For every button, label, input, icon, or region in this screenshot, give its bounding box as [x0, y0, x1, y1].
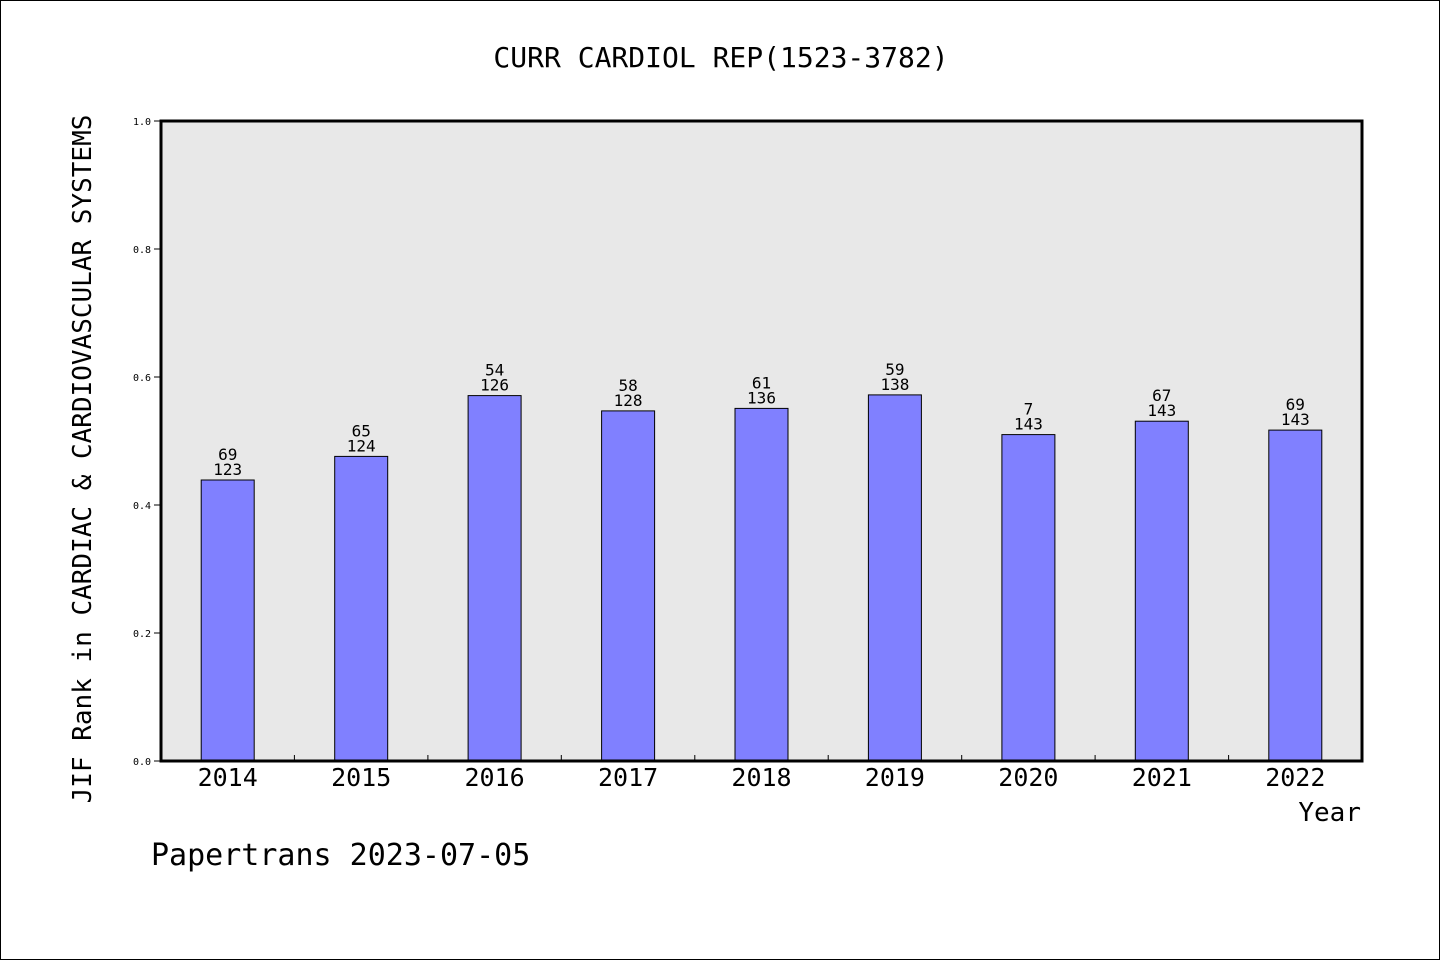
bar-total-label: 136: [747, 388, 776, 407]
y-axis-label: JIF Rank in CARDIAC & CARDIOVASCULAR SYS…: [68, 115, 98, 804]
y-tick-label: 0.2: [133, 629, 151, 640]
bar-total-label: 124: [347, 436, 376, 455]
plot-border: [159, 119, 1364, 763]
bar-rank-label: 58: [618, 376, 637, 395]
bar-total-label: 126: [480, 376, 509, 395]
y-axis: 0.0 0.2 0.4 0.6 0.8 1.0: [133, 117, 161, 768]
y-tick-label: 1.0: [133, 117, 151, 128]
chart-title: CURR CARDIOL REP(1523-3782): [493, 41, 948, 74]
bar-rank-label: 54: [485, 361, 504, 380]
x-tick-label: 2015: [331, 763, 391, 792]
bar-rank-label: 67: [1152, 386, 1171, 405]
bars-layer: [200, 394, 1323, 762]
footer-credit: Papertrans 2023-07-05: [151, 838, 530, 873]
x-tick-label: 2019: [865, 763, 925, 792]
bar-total-label: 128: [614, 391, 643, 410]
x-tick-label: 2021: [1132, 763, 1192, 792]
bar-rank-label: 69: [218, 445, 237, 464]
bar-rank-label: 59: [885, 360, 904, 379]
bar-total-label: 143: [1281, 410, 1310, 429]
bar-total-label: 143: [1014, 415, 1043, 434]
bar: [1134, 420, 1189, 762]
x-tick-label: 2018: [731, 763, 791, 792]
x-axis: 2014 2015 2016 2017 2018 2019 2020 2021 2022: [198, 755, 1325, 792]
bar-rank-label: 69: [1286, 395, 1305, 414]
x-tick-label: 2022: [1265, 763, 1325, 792]
bar: [734, 407, 789, 762]
x-tick-label: 2020: [998, 763, 1058, 792]
bar: [334, 455, 389, 762]
y-tick-label: 0.4: [133, 501, 151, 512]
bar: [200, 479, 255, 762]
x-tick-label: 2017: [598, 763, 658, 792]
x-axis-label: Year: [1298, 798, 1361, 828]
bar: [867, 394, 922, 762]
bar: [601, 410, 656, 762]
bar-rank-label: 7: [1024, 400, 1034, 419]
y-tick-label: 0.0: [133, 757, 151, 768]
bar-rank-label: 65: [352, 421, 371, 440]
bar-total-label: 123: [213, 460, 242, 479]
y-tick-label: 0.6: [133, 373, 151, 384]
x-tick-label: 2014: [198, 763, 258, 792]
bar-total-label: 143: [1147, 401, 1176, 420]
bar: [1268, 429, 1323, 762]
bar: [467, 395, 522, 762]
bar-rank-label: 61: [752, 373, 771, 392]
x-tick-label: 2016: [464, 763, 524, 792]
y-tick-label: 0.8: [133, 245, 151, 256]
bar: [1001, 434, 1056, 762]
bar-total-label: 138: [880, 375, 909, 394]
